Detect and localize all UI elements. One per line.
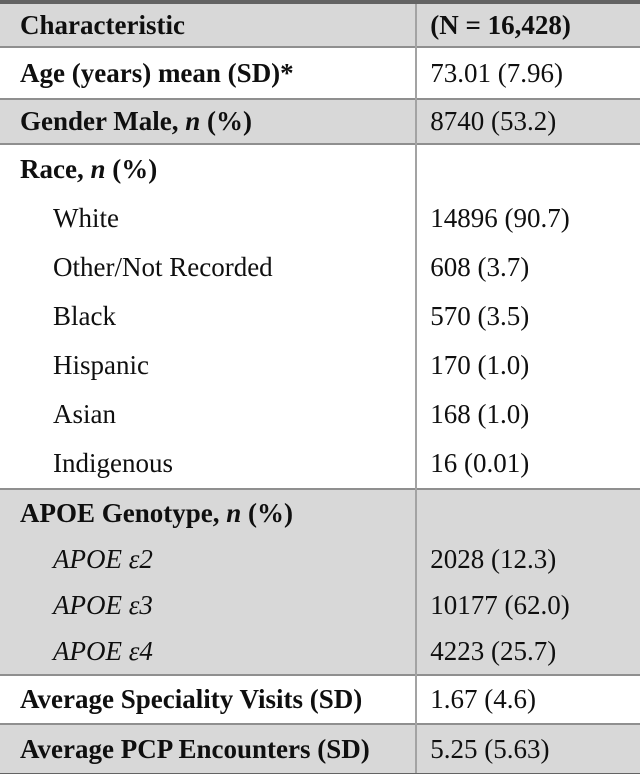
speciality-value: 1.67 (4.6) [430, 684, 537, 714]
gender-label: Gender Male, n (%) [0, 100, 415, 143]
race-item-hispanic-label: Hispanic [53, 350, 149, 380]
race-item-black-value: 570 (3.5) [430, 301, 530, 331]
table-row-speciality-visits: Average Speciality Visits (SD) 1.67 (4.6… [0, 675, 640, 724]
gender-label-prefix: Gender Male, [20, 106, 186, 136]
table-row-apoe: APOE Genotype, n (%) APOE ε2 APOE ε3 APO… [0, 489, 640, 675]
speciality-label-cell: Average Speciality Visits (SD) [0, 675, 418, 724]
apoe-label-cell: APOE Genotype, n (%) APOE ε2 APOE ε3 APO… [0, 489, 418, 675]
speciality-label: Average Speciality Visits (SD) [20, 684, 363, 714]
race-item-hispanic-value: 170 (1.0) [430, 350, 530, 380]
table-row-gender: Gender Male, n (%) 8740 (53.2) [0, 99, 640, 144]
race-section-label: Race, n (%) [0, 145, 415, 194]
pcp-label: Average PCP Encounters (SD) [20, 734, 370, 764]
header-n-cell: (N = 16,428) [416, 2, 640, 47]
race-label-cell: Race, n (%) White Other/Not Recorded Bla… [0, 144, 418, 489]
race-item-white-value: 14896 (90.7) [430, 203, 570, 233]
header-characteristic-cell: Characteristic [0, 2, 418, 47]
pcp-label-cell: Average PCP Encounters (SD) [0, 724, 418, 774]
apoe-section-value-spacer [417, 490, 640, 536]
pcp-value: 5.25 (5.63) [430, 734, 550, 764]
apoe-item-e2-label: APOE ε2 [53, 544, 153, 574]
age-value: 73.01 (7.96) [430, 58, 564, 88]
apoe-label-n: n [226, 498, 242, 528]
gender-value: 8740 (53.2) [430, 106, 557, 136]
pcp-value-cell: 5.25 (5.63) [416, 724, 640, 774]
apoe-item-e3-label: APOE ε3 [53, 590, 153, 620]
apoe-value-cell: 2028 (12.3) 10177 (62.0) 4223 (25.7) [416, 489, 640, 675]
speciality-value-cell: 1.67 (4.6) [416, 675, 640, 724]
age-label-cell: Age (years) mean (SD)* [0, 47, 418, 99]
race-item-other-label: Other/Not Recorded [53, 252, 273, 282]
race-value-cell: 14896 (90.7) 608 (3.7) 570 (3.5) 170 (1.… [416, 144, 640, 489]
race-item-black-label: Black [53, 301, 116, 331]
gender-label-suffix: (%) [200, 106, 252, 136]
apoe-item-e4-label: APOE ε4 [53, 636, 153, 666]
table-row-race: Race, n (%) White Other/Not Recorded Bla… [0, 144, 640, 489]
age-value-cell: 73.01 (7.96) [416, 47, 640, 99]
table-row-age: Age (years) mean (SD)* 73.01 (7.96) [0, 47, 640, 99]
apoe-item-e4-value: 4223 (25.7) [430, 636, 557, 666]
race-label-prefix: Race, [20, 154, 91, 184]
age-label: Age (years) mean (SD)* [20, 58, 294, 88]
gender-label-cell: Gender Male, n (%) [0, 99, 418, 144]
race-item-other-value: 608 (3.7) [430, 252, 530, 282]
apoe-label-suffix: (%) [241, 498, 294, 528]
apoe-section-label: APOE Genotype, n (%) [0, 490, 415, 536]
race-label-n: n [90, 154, 106, 184]
apoe-item-e2-value: 2028 (12.3) [430, 544, 557, 574]
table-row-pcp-encounters: Average PCP Encounters (SD) 5.25 (5.63) [0, 724, 640, 774]
race-item-white-label: White [53, 203, 119, 233]
race-item-asian-label: Asian [53, 399, 116, 429]
gender-label-n: n [185, 106, 201, 136]
header-characteristic-label: Characteristic [20, 10, 185, 40]
race-item-indigenous-value: 16 (0.01) [430, 448, 530, 478]
gender-value-cell: 8740 (53.2) [416, 99, 640, 144]
race-item-indigenous-label: Indigenous [53, 448, 173, 478]
table-header-row: Characteristic (N = 16,428) [0, 2, 640, 47]
race-item-asian-value: 168 (1.0) [430, 399, 530, 429]
apoe-item-e3-value: 10177 (62.0) [430, 590, 570, 620]
race-section-value-spacer [417, 145, 640, 194]
race-label-suffix: (%) [105, 154, 158, 184]
header-n-label: (N = 16,428) [430, 10, 571, 40]
apoe-label-prefix: APOE Genotype, [20, 498, 227, 528]
